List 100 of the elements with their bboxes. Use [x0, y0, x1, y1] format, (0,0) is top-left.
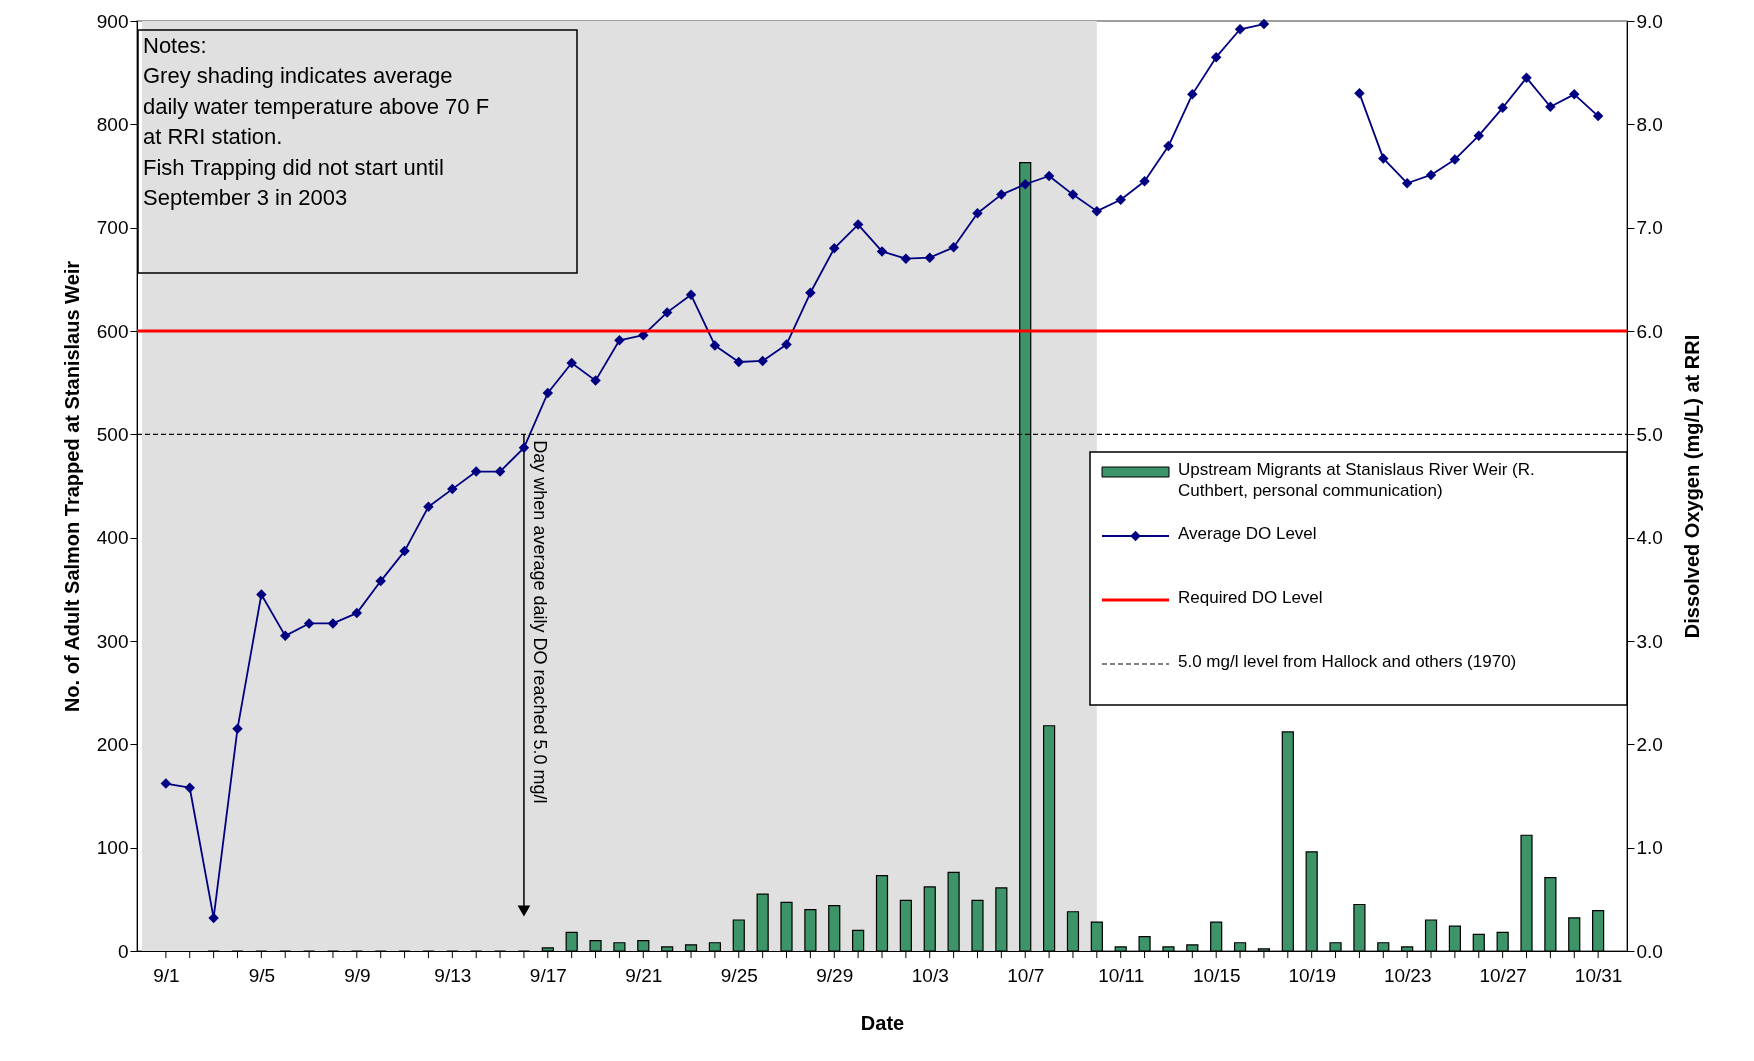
- point: [351, 607, 363, 619]
- point: [232, 723, 243, 735]
- point: [1545, 101, 1556, 113]
- y2-tick-label: 9.0: [1636, 10, 1663, 32]
- point: [685, 289, 697, 301]
- point: [279, 630, 291, 642]
- x-tick-label: 9/25: [720, 964, 758, 986]
- point: [1091, 205, 1103, 217]
- x-tick-label: 10/11: [1098, 964, 1145, 986]
- y-tick-label: 800: [96, 113, 129, 135]
- y2-tick-label: 0.0: [1636, 940, 1663, 962]
- point: [1067, 189, 1079, 200]
- x-tick-label: 9/21: [625, 964, 663, 986]
- point: [303, 618, 315, 629]
- legend-label: Required DO Level: [1178, 588, 1323, 607]
- legend-label: Average DO Level: [1178, 524, 1317, 543]
- point: [423, 501, 434, 512]
- y-tick-label: 900: [96, 10, 129, 32]
- y2-tick-label: 8.0: [1636, 113, 1663, 135]
- point: [1425, 169, 1437, 181]
- y2-tick-label: 4.0: [1636, 527, 1663, 549]
- point: [876, 246, 888, 257]
- legend-label: 5.0 mg/l level from Hallock and others (1970): [1178, 652, 1517, 671]
- y-tick-label: 400: [96, 527, 129, 549]
- point: [256, 589, 267, 600]
- y2-tick-label: 7.0: [1636, 217, 1663, 239]
- y-axis-title: No. of Adult Salmon Trapped at Stanislaus Weir: [60, 260, 83, 713]
- x-tick-label: 10/23: [1383, 964, 1432, 986]
- annotation: Notes: Grey shading indicates average daily water temperature above 70 F at RRI station. Fish Trapping did not start until September 3 in 2003: [143, 33, 490, 210]
- point: [1139, 175, 1150, 187]
- y2-tick-label: 6.0: [1636, 320, 1663, 342]
- legend-label: Upstream Migrants at Stanislaus River Weir (R. Cuthbert, personal communication): [1178, 460, 1535, 500]
- x-tick-label: 9/9: [344, 964, 371, 986]
- x-tick-label: 10/15: [1192, 964, 1241, 986]
- point: [709, 340, 721, 351]
- point: [399, 545, 410, 557]
- x-tick-label: 9/17: [529, 964, 567, 986]
- point: [470, 466, 482, 477]
- point: [972, 207, 983, 219]
- point: [447, 483, 458, 495]
- y-tick-label: 500: [96, 423, 129, 445]
- point: [900, 253, 912, 264]
- x-tick-label: 9/29: [816, 964, 854, 986]
- point: [1592, 110, 1604, 122]
- x-tick-label: 10/7: [1007, 964, 1045, 986]
- point: [1569, 89, 1580, 100]
- x-tick-label: 9/1: [153, 964, 180, 986]
- point: [829, 243, 840, 254]
- y2-tick-label: 2.0: [1636, 733, 1663, 755]
- y-tick-label: 200: [96, 733, 129, 755]
- y2-tick-label: 1.0: [1636, 837, 1663, 859]
- point: [1497, 102, 1508, 114]
- point: [852, 219, 864, 230]
- point: [542, 387, 554, 399]
- point: [661, 307, 673, 318]
- y2-tick-label: 5.0: [1636, 423, 1663, 445]
- y2-axis-title: Dissolved Oxygen (mg/L) at RRI: [1680, 334, 1703, 639]
- x-tick-label: 9/5: [248, 964, 276, 986]
- x-axis-title: Date: [860, 1011, 905, 1034]
- x-tick-label: 10/19: [1288, 964, 1336, 986]
- y-tick-label: 600: [96, 320, 129, 342]
- point: [996, 189, 1007, 200]
- annotation: Day when average daily DO reached 5.0 mg/l: [529, 440, 550, 804]
- point: [1187, 89, 1198, 100]
- x-tick-label: 10/3: [911, 964, 949, 986]
- point: [924, 252, 935, 263]
- point: [1378, 153, 1389, 164]
- point: [1354, 88, 1365, 99]
- point: [375, 575, 386, 587]
- point: [1210, 51, 1222, 63]
- point: [1043, 170, 1055, 182]
- point: [1234, 24, 1246, 35]
- point: [518, 442, 530, 454]
- point: [590, 375, 601, 386]
- point: [781, 339, 792, 350]
- point: [1473, 130, 1485, 141]
- point: [160, 778, 172, 789]
- point: [1115, 194, 1126, 206]
- point: [948, 242, 959, 253]
- point: [805, 287, 816, 299]
- point: [184, 782, 195, 793]
- y-tick-label: 300: [96, 630, 129, 652]
- point: [566, 357, 577, 369]
- point: [757, 355, 768, 367]
- y-tick-label: 700: [96, 217, 129, 239]
- y-tick-label: 100: [96, 837, 129, 859]
- x-tick-label: 10/31: [1574, 964, 1623, 986]
- point: [1401, 177, 1413, 189]
- y-tick-label: 0: [117, 940, 129, 962]
- y2-tick-label: 3.0: [1636, 630, 1663, 652]
- x-tick-label: 10/27: [1479, 964, 1527, 986]
- x-tick-label: 9/13: [434, 964, 472, 986]
- point: [1258, 18, 1270, 30]
- point: [1521, 72, 1532, 84]
- point: [1163, 140, 1174, 152]
- point: [494, 466, 506, 477]
- point: [327, 618, 339, 629]
- point: [614, 335, 625, 346]
- point: [1449, 154, 1461, 165]
- point: [733, 356, 745, 368]
